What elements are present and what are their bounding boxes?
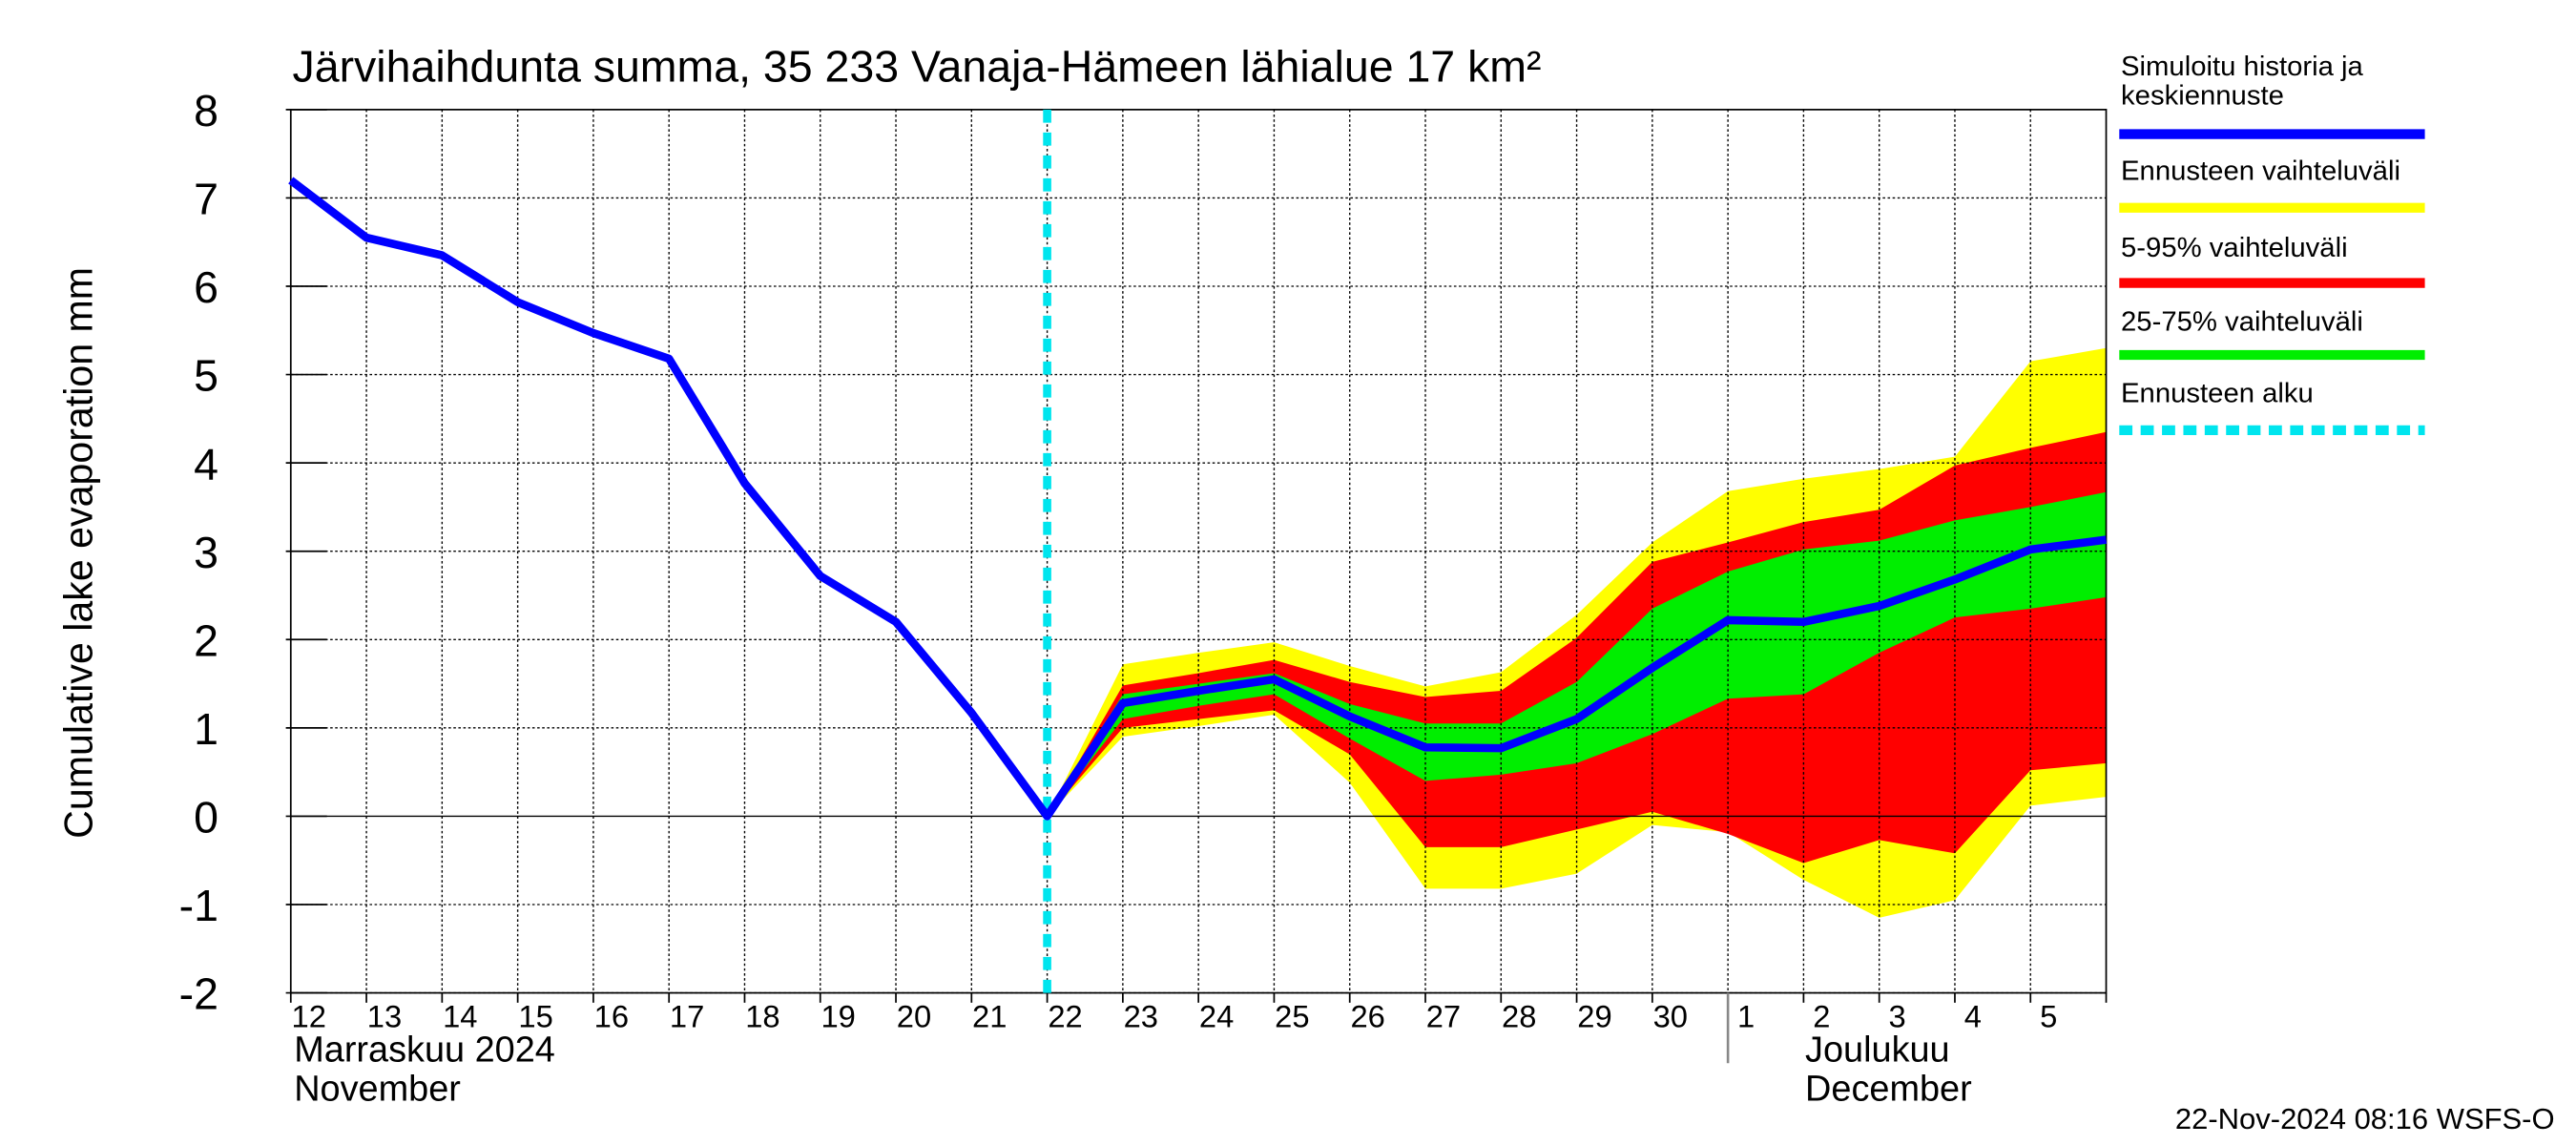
x-tick-label: 15 <box>518 999 552 1034</box>
x-tick-label: 24 <box>1199 999 1234 1034</box>
x-tick-label: 27 <box>1426 999 1461 1034</box>
y-tick-label: 3 <box>194 528 218 577</box>
x-tick-label: 25 <box>1275 999 1309 1034</box>
x-tick-label: 18 <box>745 999 779 1034</box>
month-label: Joulukuu <box>1805 1030 1950 1071</box>
x-tick-label: 12 <box>292 999 326 1034</box>
y-tick-label: 7 <box>194 175 218 224</box>
x-tick-label: 30 <box>1653 999 1688 1034</box>
x-tick-label: 4 <box>1964 999 1982 1034</box>
y-tick-label: 8 <box>194 86 218 135</box>
y-tick-label: 0 <box>194 793 218 843</box>
x-tick-label: 14 <box>443 999 477 1034</box>
x-tick-label: 22 <box>1048 999 1082 1034</box>
x-tick-label: 5 <box>2040 999 2057 1034</box>
y-tick-label: -2 <box>179 969 218 1019</box>
month-label: Marraskuu 2024 <box>294 1030 555 1071</box>
chart-title: Järvihaihdunta summa, 35 233 Vanaja-Häme… <box>293 42 1542 92</box>
y-tick-label: -1 <box>179 881 218 930</box>
legend-entry: 25-75% vaihteluväli <box>2121 307 2363 338</box>
median-line <box>288 177 2108 821</box>
x-tick-label: 23 <box>1124 999 1158 1034</box>
legend-label: Ennusteen alku <box>2121 379 2314 409</box>
band-area <box>1047 431 2107 864</box>
x-tick-label: 26 <box>1350 999 1384 1034</box>
legend-label: 5-95% vaihteluväli <box>2121 234 2348 263</box>
plot-frame <box>289 109 2108 994</box>
footer: 22-Nov-2024 08:16 WSFS-O <box>2175 1102 2555 1135</box>
x-tick-label: 16 <box>594 999 629 1034</box>
x-tick-label: 2 <box>1813 999 1830 1034</box>
month-label: November <box>294 1070 461 1110</box>
legend-entry: 5-95% vaihteluväli <box>2121 234 2348 263</box>
y-tick-label: 1 <box>194 704 218 754</box>
x-tick-label: 1 <box>1737 999 1755 1034</box>
y-tick-label: 5 <box>194 351 218 401</box>
legend-label: 25-75% vaihteluväli <box>2121 307 2363 338</box>
bands <box>1047 347 2107 918</box>
x-tick-label: 20 <box>897 999 931 1034</box>
y-axis-label: Cumulative lake evaporation mm <box>56 267 100 839</box>
x-tick-label: 28 <box>1502 999 1536 1034</box>
x-tick-label: 17 <box>670 999 704 1034</box>
band-area <box>1047 491 2107 817</box>
y-tick-label: 4 <box>194 439 218 489</box>
y-tick-label: 2 <box>194 616 218 666</box>
legend-label: Simuloitu historia ja keskiennuste <box>2121 52 2363 112</box>
legend-entry: Ennusteen vaihteluväli <box>2121 156 2400 187</box>
x-tick-label: 3 <box>1889 999 1906 1034</box>
legend-entry: Ennusteen alku <box>2121 379 2314 409</box>
month-label: December <box>1805 1070 1972 1110</box>
y-tick-label: 6 <box>194 262 218 312</box>
legend-label: Ennusteen vaihteluväli <box>2121 156 2400 187</box>
x-tick-label: 21 <box>972 999 1007 1034</box>
legend-entry: Simuloitu historia ja keskiennuste <box>2121 52 2363 112</box>
x-tick-label: 29 <box>1577 999 1611 1034</box>
x-tick-label: 19 <box>821 999 856 1034</box>
x-tick-label: 13 <box>367 999 402 1034</box>
